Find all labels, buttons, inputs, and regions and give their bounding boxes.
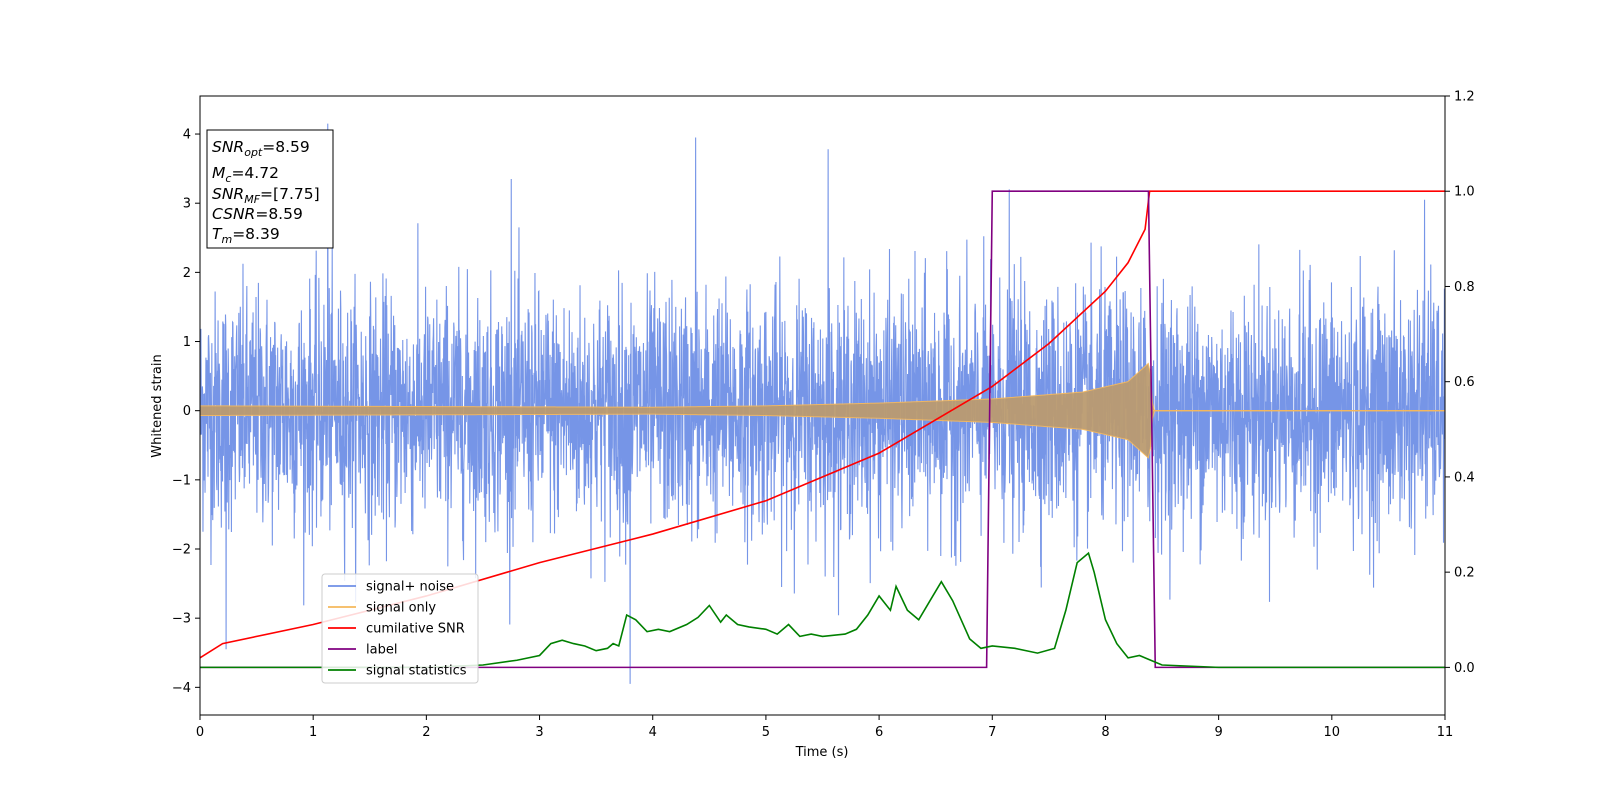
legend: signal+ noise signal only cumilative SNR la… — [321, 573, 479, 684]
x-tick-label: 8 — [1101, 725, 1109, 740]
axes-frame — [199, 95, 1446, 716]
annotation-line: SNRMF=[7.75] — [212, 185, 320, 206]
legend-frame — [321, 573, 479, 684]
y-right-tick-label: 0.4 — [1454, 470, 1475, 485]
x-tick-label: 4 — [649, 725, 657, 740]
y-tick-label: 3 — [183, 197, 191, 212]
plot-area — [200, 123, 1445, 684]
y-tick-label: −2 — [172, 543, 191, 558]
axes: 0 1 2 3 4 5 6 7 8 9 10 11 −4 −3 −2 −1 0 1 2 3 4 0.0 0.2 0.4 0.6 0… — [172, 90, 1475, 741]
x-tick-label: 9 — [1214, 725, 1222, 740]
legend-entry: cumilative SNR — [366, 622, 465, 637]
x-tick-label: 3 — [535, 725, 543, 740]
series-signal-noise-line — [200, 123, 1445, 684]
y-axis-label: Whitened strain — [150, 354, 165, 457]
y-right-tick-label: 0.2 — [1454, 566, 1475, 581]
y-right-tick-label: 1.0 — [1454, 185, 1475, 200]
x-tick-label: 5 — [762, 725, 770, 740]
x-tick-label: 0 — [196, 725, 204, 740]
legend-entry: signal statistics — [366, 664, 467, 679]
x-tick-label: 7 — [988, 725, 996, 740]
annotation-line: SNRopt=8.59 — [212, 138, 310, 159]
y-right-tick-label: 0.0 — [1454, 661, 1475, 676]
x-tick-label: 2 — [422, 725, 430, 740]
legend-entry: signal only — [366, 601, 436, 616]
annotation-box-frame — [206, 129, 334, 249]
x-tick-label: 11 — [1437, 725, 1454, 740]
y-tick-label: −3 — [172, 612, 191, 627]
annotation-line: Tm=8.39 — [212, 225, 280, 246]
y-right-tick-label: 0.6 — [1454, 375, 1475, 390]
x-tick-label: 1 — [309, 725, 317, 740]
y-tick-label: 1 — [183, 335, 191, 350]
annotation-line: CSNR=8.59 — [212, 205, 303, 223]
legend-entry: signal+ noise — [366, 580, 454, 595]
y-right-tick-label: 0.8 — [1454, 280, 1475, 295]
x-tick-label: 6 — [875, 725, 883, 740]
annotation-line: Mc=4.72 — [212, 164, 279, 185]
y-tick-label: −1 — [172, 473, 191, 488]
y-tick-label: 0 — [183, 404, 191, 419]
y-tick-label: −4 — [172, 681, 191, 696]
series-signal-statistics-line — [200, 551, 1445, 669]
y-tick-label: 2 — [183, 266, 191, 281]
x-tick-label: 10 — [1324, 725, 1341, 740]
y-right-tick-label: 1.2 — [1454, 90, 1475, 105]
legend-entry: label — [366, 643, 397, 658]
x-axis-label: Time (s) — [795, 745, 849, 760]
y-tick-label: 4 — [183, 128, 191, 143]
